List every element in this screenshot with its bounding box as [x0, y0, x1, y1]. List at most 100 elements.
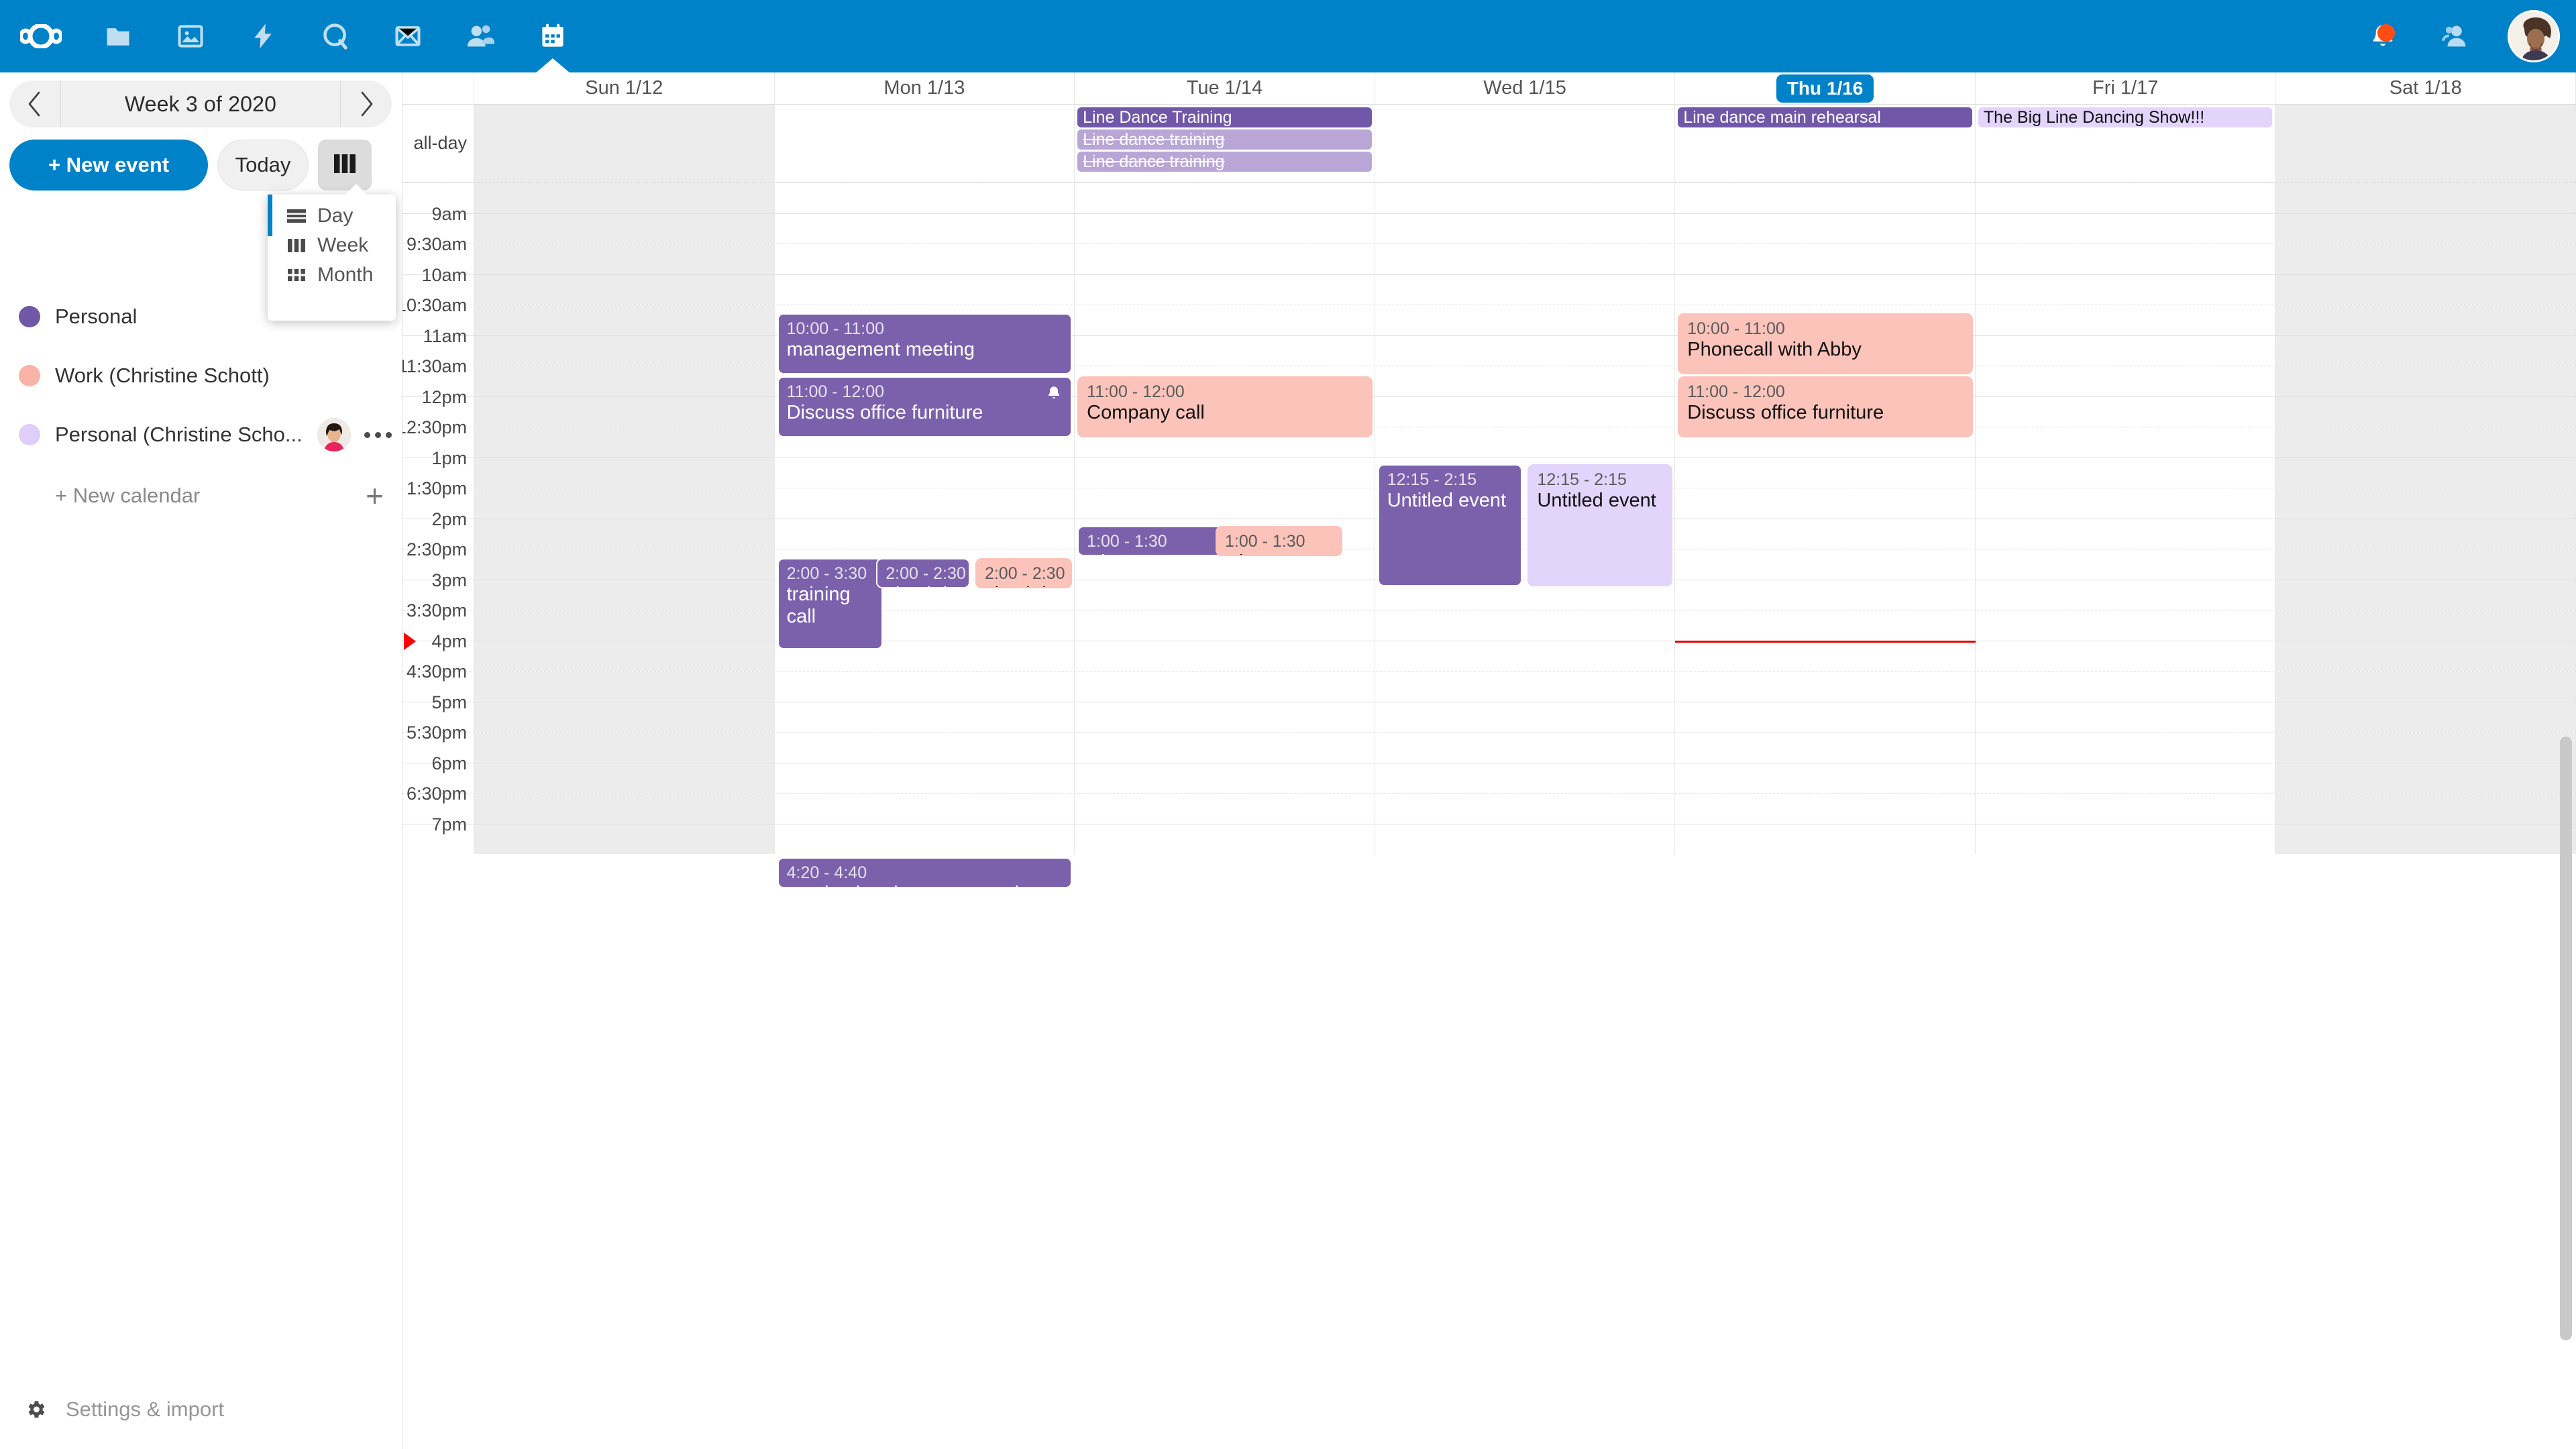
- time-slot-cell[interactable]: [1675, 244, 1976, 274]
- time-slot-cell[interactable]: [1675, 763, 1976, 793]
- next-week-button[interactable]: [341, 80, 392, 127]
- nextcloud-logo[interactable]: [0, 0, 82, 72]
- time-slot-cell[interactable]: [1976, 458, 2276, 488]
- calendar-event[interactable]: 1:00 - 1:30Discuss project announcement: [1077, 526, 1222, 556]
- today-button[interactable]: Today: [217, 140, 309, 191]
- time-slot-cell[interactable]: [775, 183, 1075, 213]
- time-slot-cell[interactable]: [1075, 244, 1375, 274]
- time-slot-cell[interactable]: [2275, 672, 2576, 702]
- time-slot-cell[interactable]: [474, 672, 775, 702]
- calendar-event[interactable]: 12:15 - 2:15 Untitled event: [1527, 464, 1673, 586]
- time-slot-cell[interactable]: [1675, 549, 1976, 580]
- time-slot-cell[interactable]: [474, 580, 775, 610]
- time-slot-cell[interactable]: [1675, 396, 1976, 427]
- previous-week-button[interactable]: [9, 80, 60, 127]
- all-day-event[interactable]: Line dance main rehearsal: [1678, 107, 1972, 127]
- time-slot-cell[interactable]: [1976, 274, 2276, 305]
- time-slot-cell[interactable]: [1675, 580, 1976, 610]
- time-slot-cell[interactable]: [2275, 366, 2576, 396]
- day-header-3[interactable]: Wed 1/15: [1375, 72, 1676, 104]
- time-slot-cell[interactable]: [775, 794, 1075, 824]
- day-header-2[interactable]: Tue 1/14: [1075, 72, 1375, 104]
- time-slot-cell[interactable]: [1375, 458, 1676, 488]
- time-slot-cell[interactable]: [1675, 733, 1976, 763]
- time-slot-cell[interactable]: [775, 274, 1075, 305]
- time-slot-cell[interactable]: [1675, 610, 1976, 641]
- time-slot-cell[interactable]: [2275, 763, 2576, 793]
- time-slot-cell[interactable]: [474, 702, 775, 732]
- time-slot-cell[interactable]: [1976, 335, 2276, 366]
- time-slot-cell[interactable]: [1675, 366, 1976, 396]
- time-slot-cell[interactable]: [2275, 396, 2576, 427]
- time-slot-cell[interactable]: [474, 366, 775, 396]
- time-slot-cell[interactable]: [1675, 335, 1976, 366]
- menu-item-day[interactable]: Day: [268, 201, 396, 231]
- time-slot-cell[interactable]: [1075, 366, 1375, 396]
- time-slot-cell[interactable]: [474, 274, 775, 305]
- time-slot-cell[interactable]: [474, 549, 775, 580]
- time-slot-cell[interactable]: [1075, 549, 1375, 580]
- time-slot-cell[interactable]: [1976, 610, 2276, 641]
- time-slot-cell[interactable]: [775, 488, 1075, 519]
- time-slot-cell[interactable]: [2275, 733, 2576, 763]
- time-slot-cell[interactable]: [1976, 794, 2276, 824]
- time-slot-cell[interactable]: [775, 549, 1075, 580]
- time-slot-cell[interactable]: [474, 519, 775, 549]
- all-day-event[interactable]: Line dance training: [1077, 129, 1372, 150]
- time-slot-cell[interactable]: [2275, 183, 2576, 213]
- time-slot-cell[interactable]: [1976, 672, 2276, 702]
- time-slot-cell[interactable]: [2275, 549, 2576, 580]
- time-slot-cell[interactable]: [775, 335, 1075, 366]
- time-slot-cell[interactable]: [1976, 702, 2276, 732]
- time-slot-cell[interactable]: [1675, 641, 1976, 671]
- calendar-event[interactable]: 2:00 - 3:30 training call: [777, 558, 883, 649]
- time-slot-cell[interactable]: [2275, 427, 2576, 458]
- new-calendar-button[interactable]: + New calendar +: [0, 472, 402, 519]
- all-day-cell-2[interactable]: Line Dance Training Line dance training Li…: [1075, 105, 1375, 182]
- time-slot-cell[interactable]: [775, 733, 1075, 763]
- calendar-event[interactable]: 2:00 - 2:30check-in: [876, 558, 970, 588]
- time-slot-cell[interactable]: [474, 183, 775, 213]
- time-slot-cell[interactable]: [1075, 213, 1375, 244]
- nav-item-contacts[interactable]: [444, 0, 517, 72]
- all-day-event[interactable]: The Big Line Dancing Show!!!: [1978, 107, 2273, 127]
- time-slot-cell[interactable]: [1375, 427, 1676, 458]
- time-slot-cell[interactable]: [1375, 610, 1676, 641]
- time-slot-cell[interactable]: [1976, 396, 2276, 427]
- time-slot-cell[interactable]: [2275, 824, 2576, 854]
- time-slot-cell[interactable]: [1075, 458, 1375, 488]
- time-slot-cell[interactable]: [775, 763, 1075, 793]
- time-slot-cell[interactable]: [474, 610, 775, 641]
- time-slot-cell[interactable]: [474, 305, 775, 335]
- time-slot-cell[interactable]: [1075, 794, 1375, 824]
- time-slot-cell[interactable]: [1675, 213, 1976, 244]
- time-slot-cell[interactable]: [1976, 305, 2276, 335]
- time-slot-cell[interactable]: [1675, 824, 1976, 854]
- calendar-event[interactable]: 10:00 - 11:00 management meeting: [777, 313, 1073, 374]
- time-slot-cell[interactable]: [1075, 183, 1375, 213]
- time-slot-cell[interactable]: [775, 519, 1075, 549]
- time-slot-cell[interactable]: [1075, 763, 1375, 793]
- calendar-event[interactable]: 1:00 - 1:30Discuss project announcement: [1216, 526, 1342, 556]
- time-slot-cell[interactable]: [1976, 763, 2276, 793]
- time-slot-cell[interactable]: [2275, 519, 2576, 549]
- time-slot-cell[interactable]: [1675, 427, 1976, 458]
- time-slot-cell[interactable]: [1075, 824, 1375, 854]
- time-slot-cell[interactable]: [2275, 641, 2576, 671]
- nav-item-talk[interactable]: [299, 0, 372, 72]
- time-slot-cell[interactable]: [1375, 794, 1676, 824]
- calendar-event[interactable]: 11:00 - 12:00 Discuss office furniture: [1678, 376, 1973, 437]
- all-day-cell-4[interactable]: Line dance main rehearsal: [1675, 105, 1976, 182]
- nav-item-mail[interactable]: [372, 0, 444, 72]
- time-slot-cell[interactable]: [775, 366, 1075, 396]
- time-slot-cell[interactable]: [1375, 488, 1676, 519]
- menu-item-week[interactable]: Week: [268, 231, 396, 260]
- time-slot-cell[interactable]: [474, 458, 775, 488]
- time-slot-cell[interactable]: [1675, 794, 1976, 824]
- time-slot-cell[interactable]: [1075, 641, 1375, 671]
- time-slot-cell[interactable]: [1976, 427, 2276, 458]
- time-slot-cell[interactable]: [1976, 519, 2276, 549]
- calendar-event[interactable]: 2:00 - 2:30check-in: [975, 558, 1073, 588]
- time-slot-cell[interactable]: [474, 824, 775, 854]
- vertical-scrollbar[interactable]: [2560, 737, 2572, 1340]
